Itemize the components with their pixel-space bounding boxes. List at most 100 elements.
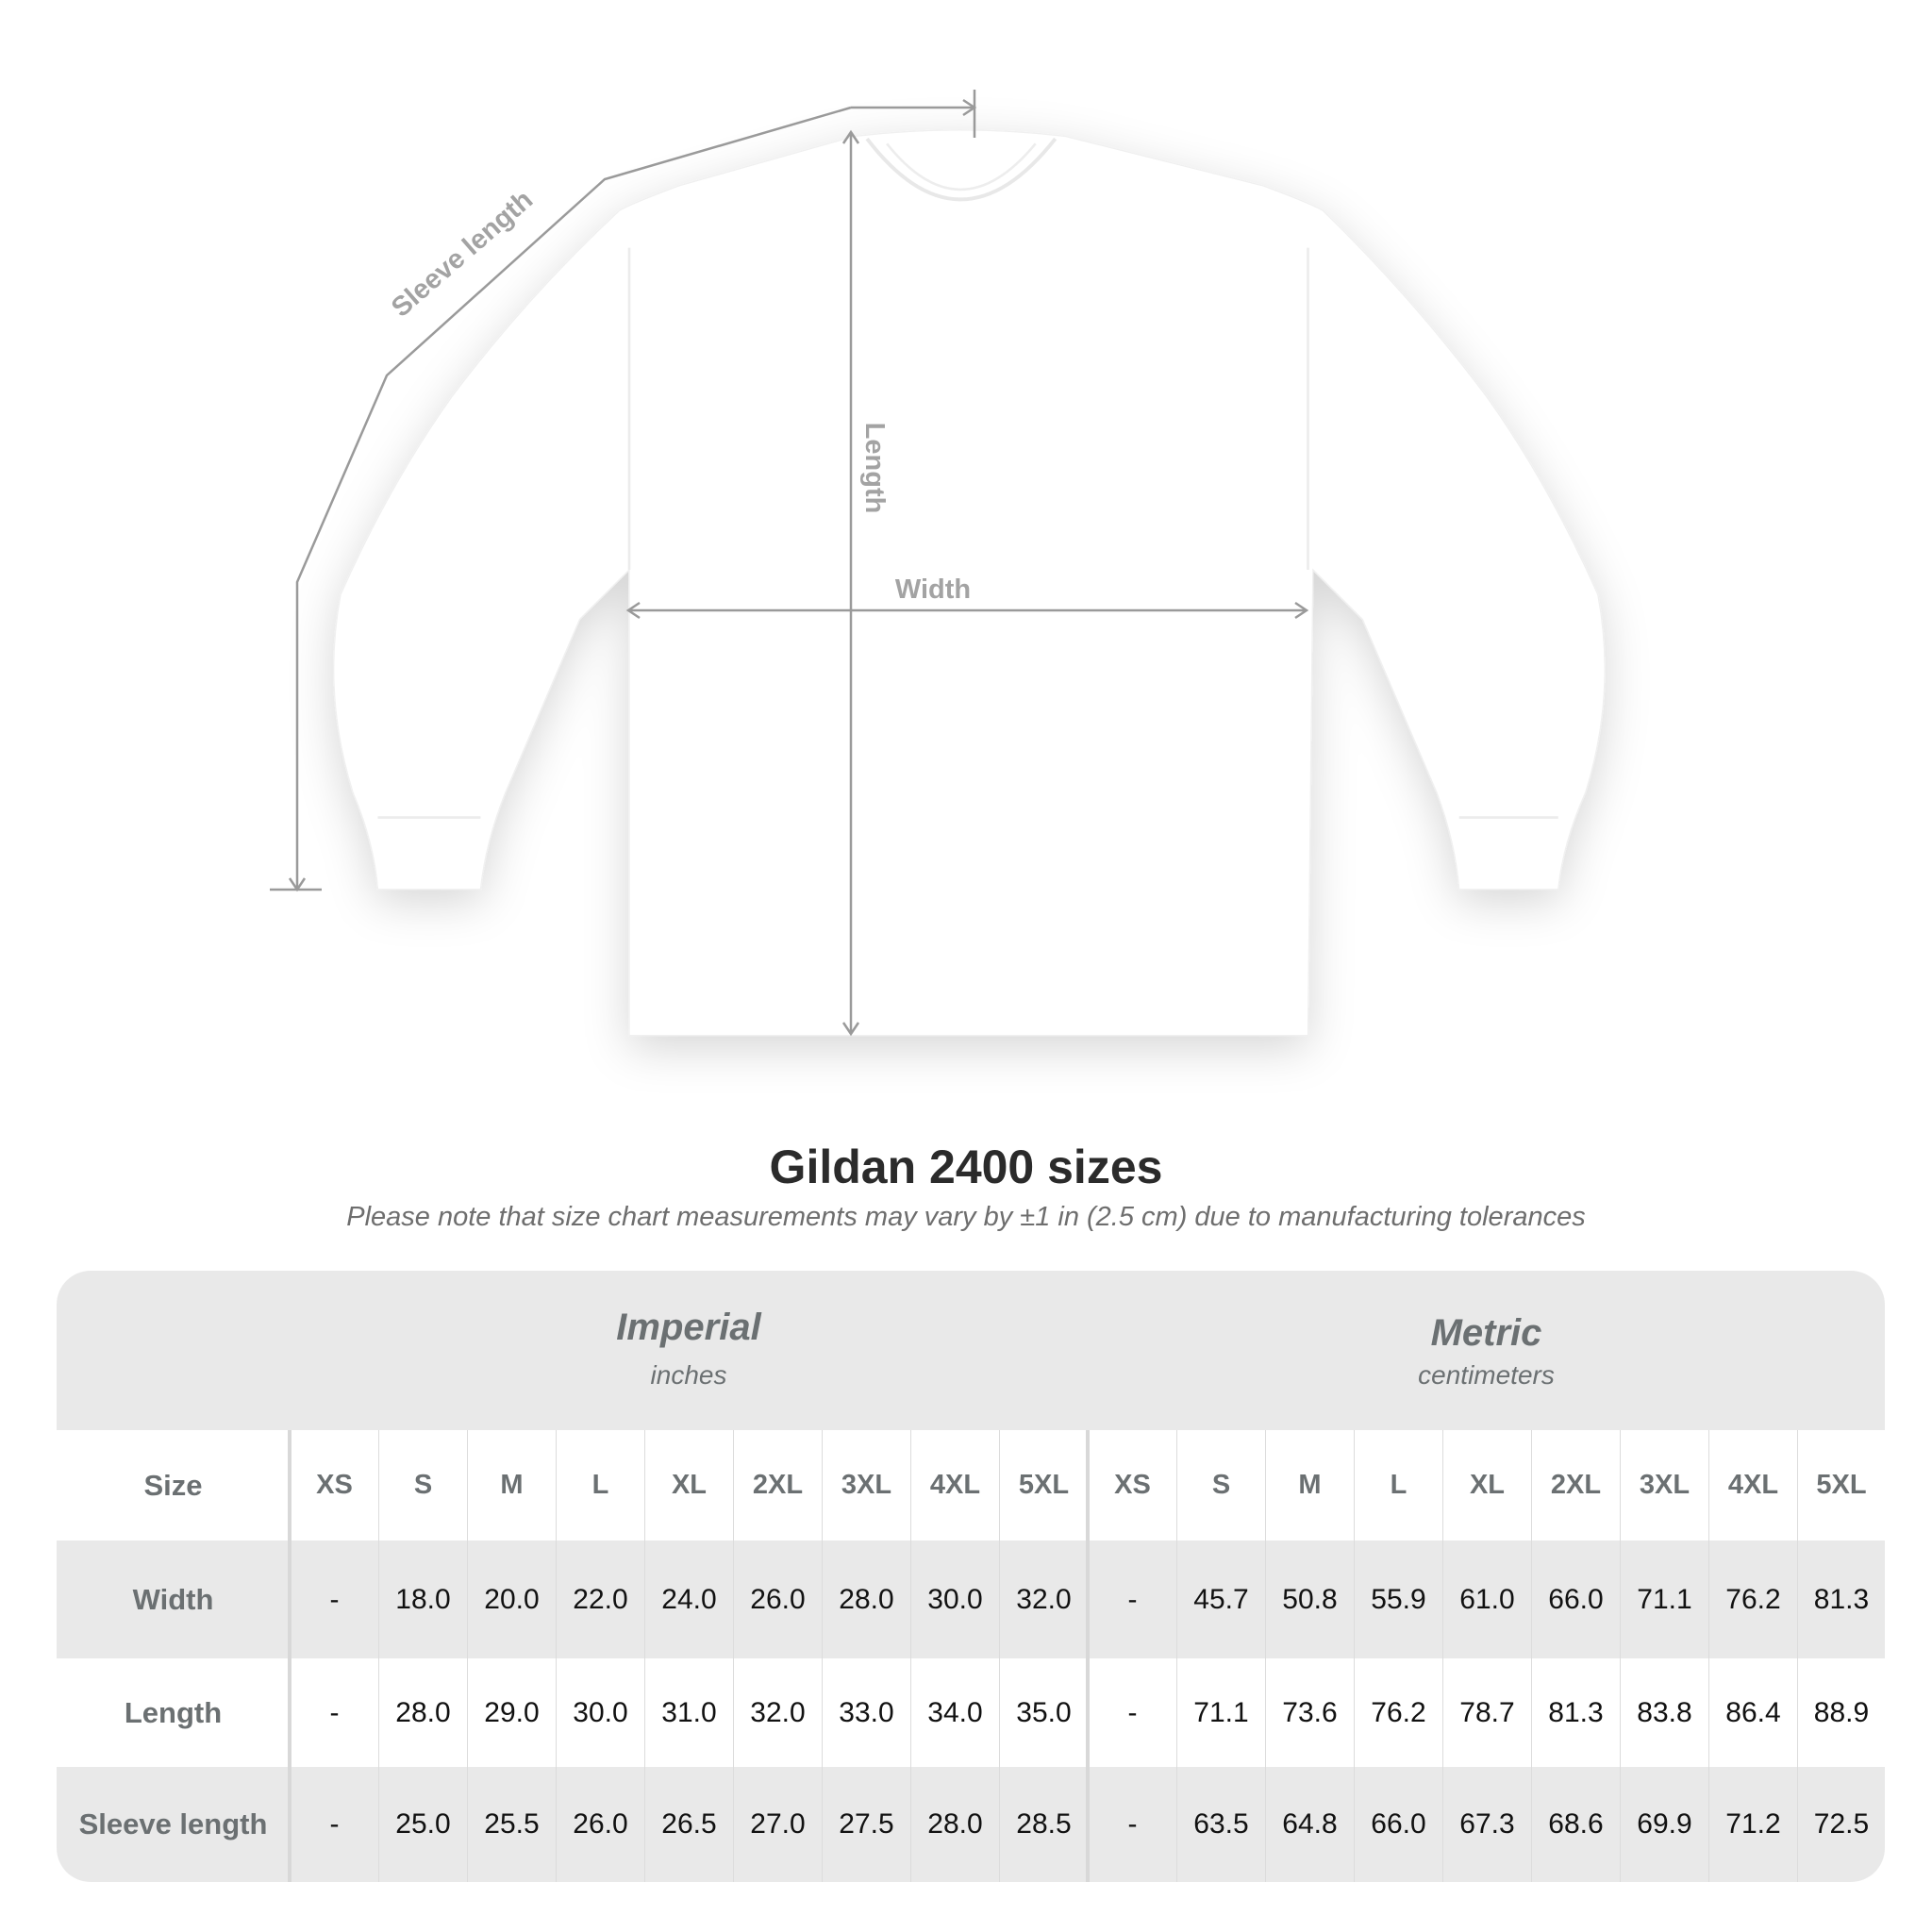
table-cell: 24.0 xyxy=(644,1541,733,1658)
table-cell: 66.0 xyxy=(1354,1767,1442,1882)
table-cell: 88.9 xyxy=(1797,1658,1885,1767)
table-cell: 3XL xyxy=(1620,1430,1708,1541)
table-cell: 28.0 xyxy=(910,1767,999,1882)
measurement-lines xyxy=(270,90,1309,1037)
table-cell: 18.0 xyxy=(378,1541,467,1658)
table-cell: 27.5 xyxy=(822,1767,910,1882)
table-cell: 30.0 xyxy=(556,1658,644,1767)
sleeve-arrow-head-icon xyxy=(288,98,977,892)
table-cell: 81.3 xyxy=(1531,1658,1620,1767)
table-cell: 61.0 xyxy=(1442,1541,1531,1658)
table-cell: - xyxy=(290,1767,378,1882)
sleeve-length-label: Sleeve length xyxy=(386,185,539,324)
table-row: Width -18.0 20.0 22.0 24.0 26.0 28.0 30.0 32.0-4… xyxy=(57,1541,1885,1658)
metric-header: Metric centimeters xyxy=(1088,1271,1885,1430)
row-label: Width xyxy=(132,1582,214,1616)
table-cell: 30.0 xyxy=(910,1541,999,1658)
table-cell: 28.5 xyxy=(999,1767,1088,1882)
size-header-row: Size XS S M L XL 2XL 3XL 4XL 5XL XS S M L XL 2XL 3XL 4XL 5… xyxy=(57,1430,1885,1541)
table-cell: 76.2 xyxy=(1354,1658,1442,1767)
page-title: Gildan 2400 sizes xyxy=(769,1141,1163,1193)
table-cell: - xyxy=(1088,1767,1176,1882)
table-cell: M xyxy=(467,1430,556,1541)
table-cell: 22.0 xyxy=(556,1541,644,1658)
table-cell: 50.8 xyxy=(1265,1541,1354,1658)
table-cell: 73.6 xyxy=(1265,1658,1354,1767)
table-cell: 5XL xyxy=(1797,1430,1885,1541)
table-cell: 32.0 xyxy=(733,1658,822,1767)
table-cell: 45.7 xyxy=(1176,1541,1265,1658)
table-cell: XS xyxy=(290,1430,378,1541)
table-cell: 68.6 xyxy=(1531,1767,1620,1882)
table-cell: 72.5 xyxy=(1797,1767,1885,1882)
row-label: Sleeve length xyxy=(78,1807,268,1840)
table-cell: 31.0 xyxy=(644,1658,733,1767)
table-cell: 5XL xyxy=(999,1430,1088,1541)
table-cell: L xyxy=(1354,1430,1442,1541)
table-cell: 26.0 xyxy=(556,1767,644,1882)
table-cell: XL xyxy=(644,1430,733,1541)
table-cell: 28.0 xyxy=(822,1541,910,1658)
shirt-diagram: Sleeve length Length Width xyxy=(270,90,1606,1037)
table-cell: 4XL xyxy=(1708,1430,1797,1541)
table-cell: - xyxy=(1088,1541,1176,1658)
imperial-header: Imperial inches xyxy=(290,1271,1088,1430)
size-table: Imperial inches Metric centimeters Size X… xyxy=(57,1271,1885,1882)
table-cell: 20.0 xyxy=(467,1541,556,1658)
long-sleeve-shirt-image xyxy=(333,129,1606,1037)
table-cell: 71.1 xyxy=(1620,1541,1708,1658)
table-cell: XL xyxy=(1442,1430,1531,1541)
table-cell: 69.9 xyxy=(1620,1767,1708,1882)
table-cell: 25.0 xyxy=(378,1767,467,1882)
table-cell: 33.0 xyxy=(822,1658,910,1767)
table-cell: 63.5 xyxy=(1176,1767,1265,1882)
table-header: Imperial inches Metric centimeters xyxy=(57,1271,1885,1430)
table-cell: 55.9 xyxy=(1354,1541,1442,1658)
table-cell: 66.0 xyxy=(1531,1541,1620,1658)
width-label: Width xyxy=(895,575,971,605)
table-cell: - xyxy=(290,1541,378,1658)
width-line xyxy=(625,601,1309,620)
table-row: Sleeve length -25.0 25.5 26.0 26.5 27.0 27.5 28… xyxy=(57,1767,1885,1882)
table-cell: 2XL xyxy=(1531,1430,1620,1541)
length-label: Length xyxy=(859,423,890,514)
table-cell: 71.2 xyxy=(1708,1767,1797,1882)
table-cell: 76.2 xyxy=(1708,1541,1797,1658)
metric-title: Metric xyxy=(1430,1312,1542,1354)
table-cell: 34.0 xyxy=(910,1658,999,1767)
label-column-divider xyxy=(288,1430,291,1882)
table-cell: 83.8 xyxy=(1620,1658,1708,1767)
table-cell: 28.0 xyxy=(378,1658,467,1767)
table-cell: 2XL xyxy=(733,1430,822,1541)
table-cell: M xyxy=(1265,1430,1354,1541)
table-cell: 35.0 xyxy=(999,1658,1088,1767)
table-cell: 29.0 xyxy=(467,1658,556,1767)
imperial-unit: inches xyxy=(650,1360,727,1390)
imperial-title: Imperial xyxy=(616,1307,761,1348)
table-cell: XS xyxy=(1088,1430,1176,1541)
table-cell: - xyxy=(1088,1658,1176,1767)
row-label: Length xyxy=(124,1695,223,1729)
table-cell: 27.0 xyxy=(733,1767,822,1882)
row-label: Size xyxy=(143,1468,203,1502)
table-cell: L xyxy=(556,1430,644,1541)
tolerance-note: Please note that size chart measurements… xyxy=(346,1202,1586,1232)
table-cell: 32.0 xyxy=(999,1541,1088,1658)
length-line xyxy=(841,129,860,1037)
table-cell: 71.1 xyxy=(1176,1658,1265,1767)
table-cell: 26.0 xyxy=(733,1541,822,1658)
table-cell: 67.3 xyxy=(1442,1767,1531,1882)
table-cell: 86.4 xyxy=(1708,1658,1797,1767)
table-cell: 25.5 xyxy=(467,1767,556,1882)
table-cell: S xyxy=(1176,1430,1265,1541)
system-divider xyxy=(1086,1430,1090,1882)
table-cell: 3XL xyxy=(822,1430,910,1541)
table-cell: S xyxy=(378,1430,467,1541)
table-row: Length -28.0 29.0 30.0 31.0 32.0 33.0 34.0 35.0-… xyxy=(57,1658,1885,1767)
table-cell: 4XL xyxy=(910,1430,999,1541)
table-cell: 81.3 xyxy=(1797,1541,1885,1658)
metric-unit: centimeters xyxy=(1418,1360,1555,1390)
sleeve-length-line xyxy=(270,90,976,891)
table-cell: 26.5 xyxy=(644,1767,733,1882)
table-cell: 64.8 xyxy=(1265,1767,1354,1882)
